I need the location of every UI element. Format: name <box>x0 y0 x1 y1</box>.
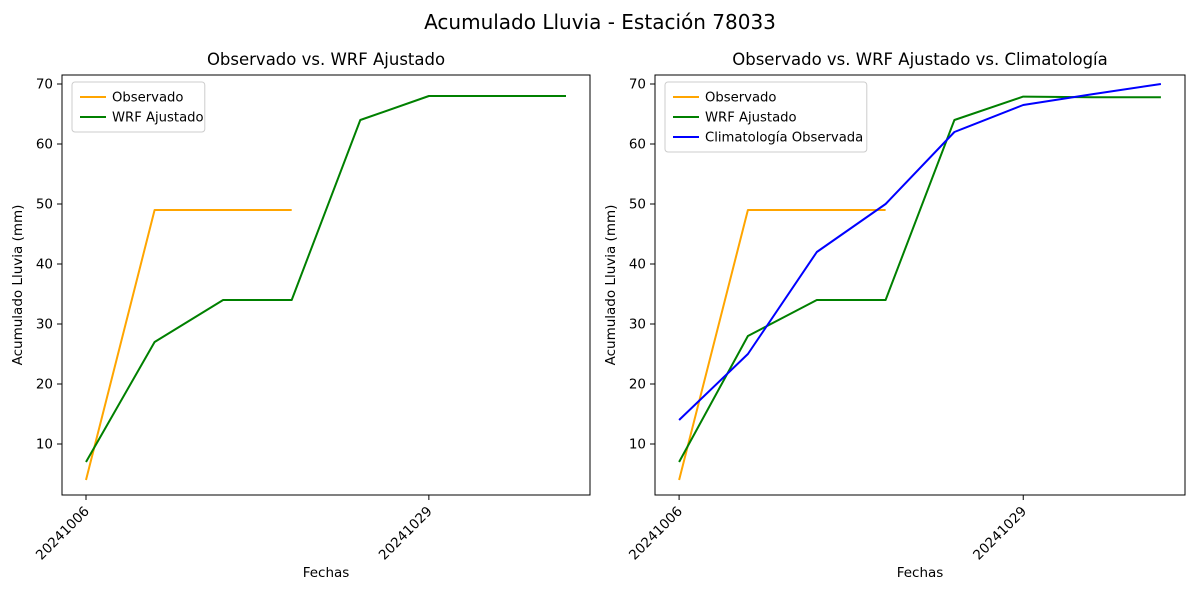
svg-text:20241029: 20241029 <box>376 504 436 564</box>
svg-text:10: 10 <box>36 437 53 453</box>
svg-text:WRF Ajustado: WRF Ajustado <box>112 111 204 126</box>
svg-text:Climatología Observada: Climatología Observada <box>705 130 863 146</box>
svg-text:30: 30 <box>629 317 646 333</box>
svg-text:Acumulado Lluvia (mm): Acumulado Lluvia (mm) <box>603 205 619 366</box>
svg-text:Observado: Observado <box>112 91 183 106</box>
svg-text:20241006: 20241006 <box>33 504 93 564</box>
svg-text:40: 40 <box>36 257 53 273</box>
svg-text:WRF Ajustado: WRF Ajustado <box>705 111 797 126</box>
chart-observado-vs-wrf-vs-climatologia: Observado vs. WRF Ajustado vs. Climatolo… <box>603 50 1186 581</box>
svg-text:Observado vs. WRF Ajustado vs.: Observado vs. WRF Ajustado vs. Climatolo… <box>732 50 1108 69</box>
figure-title: Acumulado Lluvia - Estación 78033 <box>424 10 776 34</box>
svg-text:20241006: 20241006 <box>626 504 686 564</box>
svg-text:Acumulado Lluvia (mm): Acumulado Lluvia (mm) <box>10 205 26 366</box>
svg-text:60: 60 <box>36 137 53 153</box>
chart-observado-vs-wrf: Observado vs. WRF Ajustado Fechas Acumulad… <box>10 50 591 581</box>
svg-text:70: 70 <box>629 77 646 93</box>
svg-text:50: 50 <box>36 197 53 213</box>
svg-text:Fechas: Fechas <box>303 565 350 581</box>
svg-text:Fechas: Fechas <box>897 565 944 581</box>
svg-text:50: 50 <box>629 197 646 213</box>
svg-text:70: 70 <box>36 77 53 93</box>
svg-text:10: 10 <box>629 437 646 453</box>
svg-text:60: 60 <box>629 137 646 153</box>
svg-text:Observado: Observado <box>705 91 776 106</box>
svg-text:40: 40 <box>629 257 646 273</box>
svg-text:Observado vs. WRF Ajustado: Observado vs. WRF Ajustado <box>207 50 445 69</box>
svg-text:20241029: 20241029 <box>970 504 1030 564</box>
svg-text:20: 20 <box>629 377 646 393</box>
svg-text:20: 20 <box>36 377 53 393</box>
svg-text:30: 30 <box>36 317 53 333</box>
